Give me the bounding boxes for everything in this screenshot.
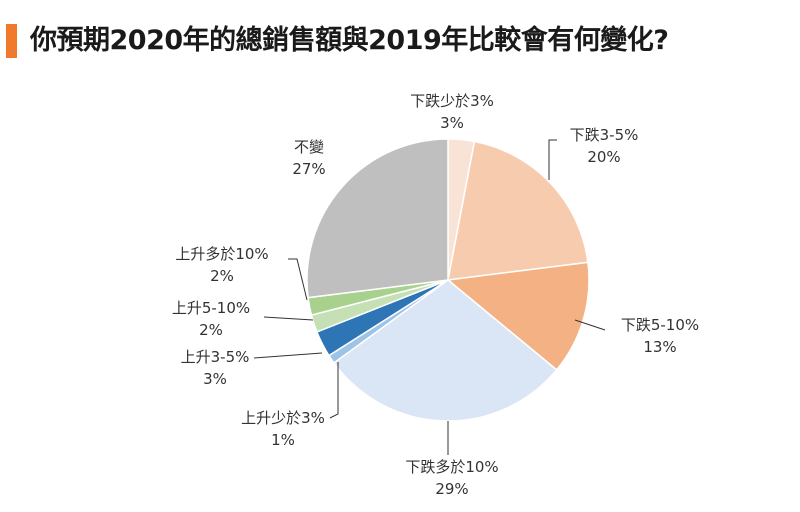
chart-title: 你預期2020年的總銷售額與2019年比較會有何變化?: [30, 25, 669, 56]
slice-label: 下跌多於10%: [405, 458, 498, 476]
leader-line: [329, 362, 339, 419]
slice-percent: 13%: [643, 338, 676, 356]
slice-label: 上升5-10%: [172, 299, 250, 317]
slice-label: 不變: [294, 138, 324, 156]
title-accent-bar: [6, 24, 17, 58]
slice-percent: 20%: [587, 148, 620, 166]
slice-label: 下跌少於3%: [410, 92, 494, 110]
slice-percent: 3%: [203, 370, 227, 388]
slice-label: 上升少於3%: [241, 409, 325, 427]
leader-line: [574, 319, 606, 331]
slice-label: 上升3-5%: [181, 348, 250, 366]
slice-percent: 2%: [199, 321, 223, 339]
pie-slice: [332, 279, 558, 422]
leader-line: [263, 316, 314, 321]
pie-slice: [446, 261, 590, 371]
leader-line: [548, 139, 557, 180]
pie-slice: [447, 140, 589, 281]
pie-slices: [306, 138, 590, 422]
slice-percent: 27%: [292, 160, 325, 178]
slice-label: 下跌5-10%: [621, 316, 699, 334]
slice-percent: 2%: [210, 267, 234, 285]
slice-label: 上升多於10%: [175, 245, 268, 263]
slice-percent: 29%: [435, 480, 468, 498]
leader-line: [253, 352, 323, 359]
slice-percent: 1%: [271, 431, 295, 449]
title-bar: 你預期2020年的總銷售額與2019年比較會有何變化?: [0, 22, 800, 62]
slice-label: 下跌3-5%: [570, 126, 639, 144]
pie-slice: [306, 138, 449, 299]
slice-percent: 3%: [440, 114, 464, 132]
leader-line: [288, 258, 308, 301]
